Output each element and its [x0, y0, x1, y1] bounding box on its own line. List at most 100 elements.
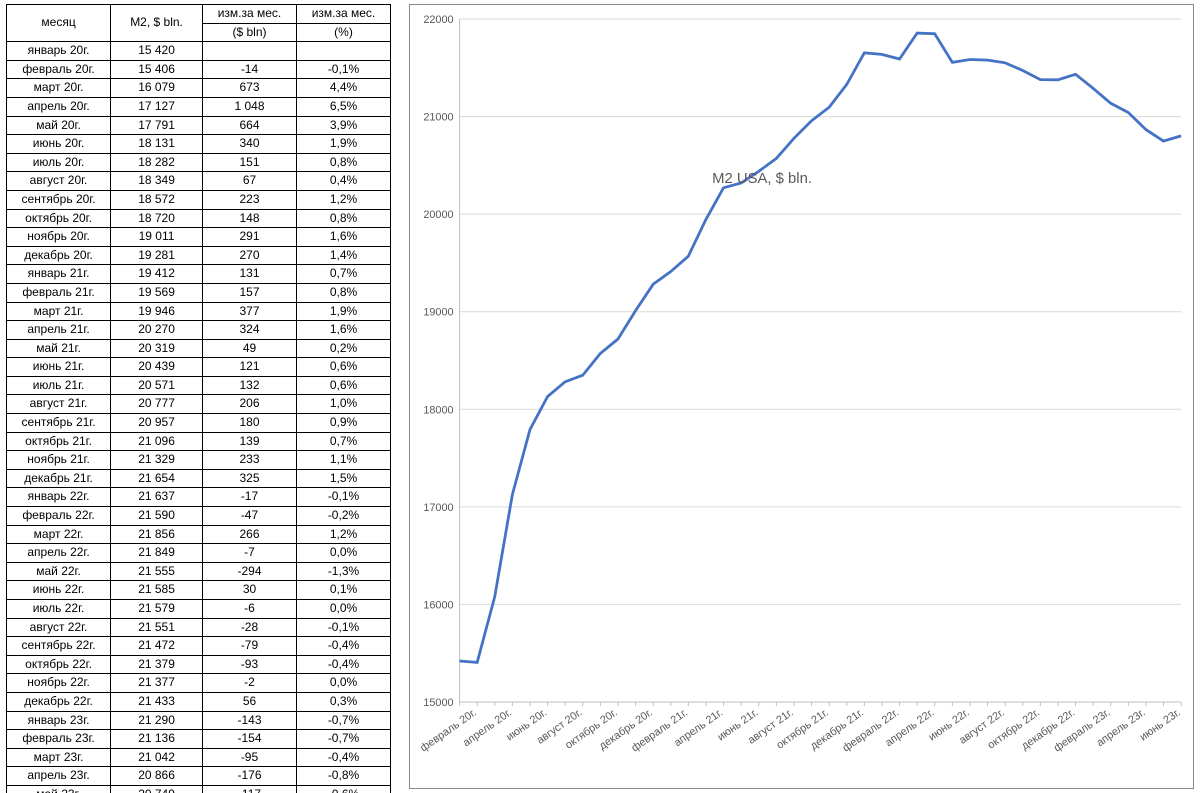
cell-m2: 21 290 — [111, 711, 203, 730]
cell-pct: 0,0% — [296, 544, 390, 563]
cell-month: ноябрь 20г. — [7, 228, 111, 247]
cell-abs: -143 — [203, 711, 297, 730]
table-row: февраль 21г.19 5691570,8% — [7, 283, 391, 302]
cell-pct: 0,6% — [296, 358, 390, 377]
cell-pct: -1,3% — [296, 562, 390, 581]
cell-m2: 21 637 — [111, 488, 203, 507]
cell-m2: 21 377 — [111, 674, 203, 693]
cell-pct: -0,1% — [296, 60, 390, 79]
ytick-label: 17000 — [423, 502, 453, 514]
cell-month: ноябрь 21г. — [7, 451, 111, 470]
cell-month: декабрь 21г. — [7, 469, 111, 488]
cell-pct: 0,8% — [296, 209, 390, 228]
table-row: декабрь 21г.21 6543251,5% — [7, 469, 391, 488]
cell-month: март 20г. — [7, 79, 111, 98]
cell-m2: 20 571 — [111, 376, 203, 395]
cell-abs: 324 — [203, 321, 297, 340]
cell-abs: 157 — [203, 283, 297, 302]
table-row: январь 20г.15 420 — [7, 42, 391, 61]
cell-m2: 18 572 — [111, 190, 203, 209]
cell-abs: -294 — [203, 562, 297, 581]
cell-month: июнь 22г. — [7, 581, 111, 600]
cell-m2: 21 856 — [111, 525, 203, 544]
table-row: май 21г.20 319490,2% — [7, 339, 391, 358]
cell-pct — [296, 42, 390, 61]
cell-m2: 21 042 — [111, 748, 203, 767]
table-row: сентябрь 21г.20 9571800,9% — [7, 414, 391, 433]
ytick-label: 20000 — [423, 209, 453, 221]
cell-m2: 19 946 — [111, 302, 203, 321]
cell-m2: 18 349 — [111, 172, 203, 191]
cell-pct: 0,8% — [296, 283, 390, 302]
table-row: май 22г.21 555-294-1,3% — [7, 562, 391, 581]
table-row: январь 22г.21 637-17-0,1% — [7, 488, 391, 507]
cell-m2: 21 472 — [111, 637, 203, 656]
table-row: июль 22г.21 579-60,0% — [7, 600, 391, 619]
cell-month: январь 20г. — [7, 42, 111, 61]
cell-m2: 17 791 — [111, 116, 203, 135]
cell-pct: -0,4% — [296, 637, 390, 656]
cell-pct: 1,2% — [296, 190, 390, 209]
cell-pct: 0,1% — [296, 581, 390, 600]
table-row: январь 23г.21 290-143-0,7% — [7, 711, 391, 730]
cell-m2: 18 131 — [111, 135, 203, 154]
cell-abs: 206 — [203, 395, 297, 414]
cell-month: февраль 21г. — [7, 283, 111, 302]
cell-abs: 266 — [203, 525, 297, 544]
cell-pct: -0,8% — [296, 767, 390, 786]
cell-abs: 151 — [203, 153, 297, 172]
cell-m2: 21 551 — [111, 618, 203, 637]
cell-month: август 20г. — [7, 172, 111, 191]
cell-m2: 21 654 — [111, 469, 203, 488]
cell-month: октябрь 21г. — [7, 432, 111, 451]
table-row: июль 20г.18 2821510,8% — [7, 153, 391, 172]
cell-pct: 4,4% — [296, 79, 390, 98]
cell-m2: 21 590 — [111, 507, 203, 526]
cell-abs: 121 — [203, 358, 297, 377]
table-row: июнь 22г.21 585300,1% — [7, 581, 391, 600]
cell-month: апрель 21г. — [7, 321, 111, 340]
table-row: март 21г.19 9463771,9% — [7, 302, 391, 321]
table-row: апрель 21г.20 2703241,6% — [7, 321, 391, 340]
cell-m2: 21 585 — [111, 581, 203, 600]
cell-month: сентябрь 22г. — [7, 637, 111, 656]
table-row: ноябрь 21г.21 3292331,1% — [7, 451, 391, 470]
cell-pct: 1,6% — [296, 228, 390, 247]
th-m2: M2, $ bln. — [111, 5, 203, 42]
table-row: март 22г.21 8562661,2% — [7, 525, 391, 544]
cell-abs: 325 — [203, 469, 297, 488]
cell-abs: 180 — [203, 414, 297, 433]
cell-pct: -0,7% — [296, 730, 390, 749]
cell-month: март 23г. — [7, 748, 111, 767]
th-month: месяц — [7, 5, 111, 42]
cell-m2: 20 957 — [111, 414, 203, 433]
cell-m2: 15 420 — [111, 42, 203, 61]
cell-m2: 21 849 — [111, 544, 203, 563]
table-row: апрель 20г.17 1271 0486,5% — [7, 97, 391, 116]
cell-m2: 20 749 — [111, 785, 203, 793]
table-row: март 20г.16 0796734,4% — [7, 79, 391, 98]
cell-m2: 21 136 — [111, 730, 203, 749]
cell-pct: -0,4% — [296, 748, 390, 767]
cell-m2: 19 281 — [111, 246, 203, 265]
cell-pct: 1,6% — [296, 321, 390, 340]
cell-m2: 18 720 — [111, 209, 203, 228]
cell-month: февраль 20г. — [7, 60, 111, 79]
table-row: январь 21г.19 4121310,7% — [7, 265, 391, 284]
table-row: декабрь 20г.19 2812701,4% — [7, 246, 391, 265]
cell-pct: 1,5% — [296, 469, 390, 488]
data-table-wrap: месяц M2, $ bln. изм.за мес. изм.за мес.… — [6, 4, 391, 789]
cell-m2: 21 329 — [111, 451, 203, 470]
table-body: январь 20г.15 420февраль 20г.15 406-14-0… — [7, 42, 391, 793]
cell-month: июнь 20г. — [7, 135, 111, 154]
cell-month: июль 20г. — [7, 153, 111, 172]
ytick-label: 15000 — [423, 697, 453, 709]
cell-month: январь 22г. — [7, 488, 111, 507]
page-root: месяц M2, $ bln. изм.за мес. изм.за мес.… — [0, 0, 1200, 793]
table-row: февраль 23г.21 136-154-0,7% — [7, 730, 391, 749]
cell-abs: -14 — [203, 60, 297, 79]
cell-abs: 223 — [203, 190, 297, 209]
cell-abs: 49 — [203, 339, 297, 358]
cell-pct: 0,9% — [296, 414, 390, 433]
ytick-label: 18000 — [423, 404, 453, 416]
